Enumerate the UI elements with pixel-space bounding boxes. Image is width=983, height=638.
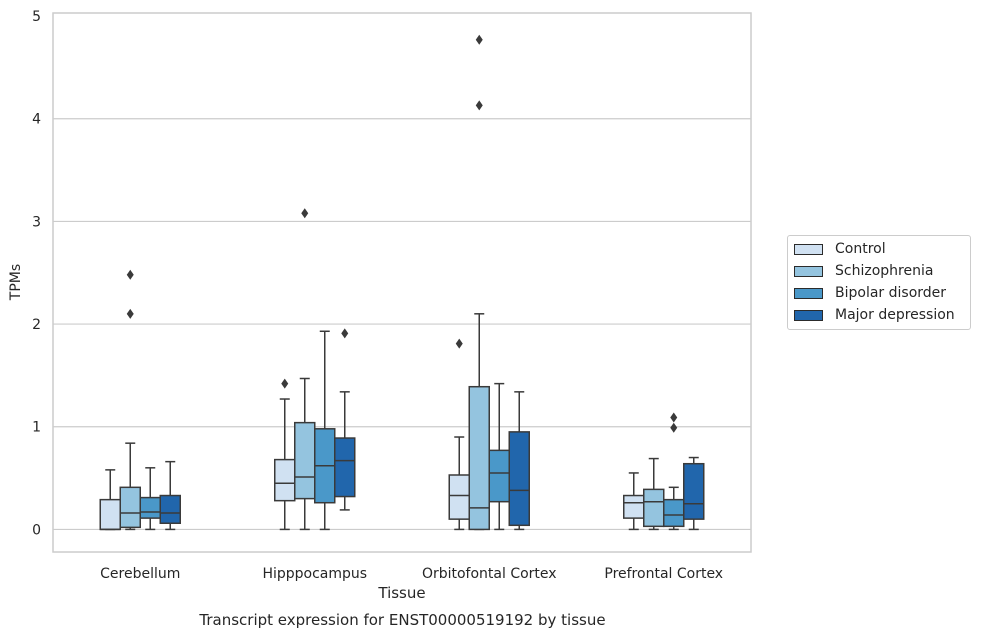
plot-area	[52, 12, 752, 553]
outlier-point	[455, 338, 463, 349]
box-iqr	[488, 449, 510, 503]
x-tick-label: Orbitofontal Cortex	[422, 566, 557, 582]
outlier-point	[301, 208, 309, 219]
legend-swatch-schizophrenia	[794, 265, 823, 277]
legend: Control Schizophrenia Bipolar disorder M…	[787, 235, 971, 330]
y-tick-label: 3	[32, 214, 41, 230]
box-iqr	[663, 498, 685, 528]
x-axis-label: Tissue	[377, 584, 425, 602]
box-schizophrenia	[468, 34, 490, 531]
legend-swatch-major-depression	[794, 309, 823, 321]
legend-item-control: Control	[794, 240, 886, 258]
box-iqr	[683, 462, 705, 520]
box-control	[448, 338, 470, 531]
y-tick-label: 2	[32, 317, 41, 333]
x-tick-label: Hipppocampus	[262, 566, 367, 582]
box-iqr	[623, 494, 645, 519]
legend-swatch-bipolar-disorder	[794, 287, 823, 299]
outlier-point	[670, 412, 678, 423]
outlier-point	[475, 34, 483, 45]
box-control	[274, 378, 296, 531]
legend-label-schizophrenia: Schizophrenia	[835, 263, 934, 279]
outlier-point	[670, 422, 678, 433]
box-major-depression	[159, 460, 181, 531]
box-major-depression	[508, 391, 530, 531]
legend-item-schizophrenia: Schizophrenia	[794, 262, 933, 280]
box-iqr	[294, 421, 316, 500]
box-iqr	[643, 488, 665, 528]
legend-label-control: Control	[835, 241, 886, 257]
outlier-point	[341, 328, 349, 339]
legend-label-bipolar-disorder: Bipolar disorder	[835, 285, 947, 301]
y-tick-label: 1	[32, 420, 41, 436]
box-schizophrenia	[119, 269, 141, 531]
box-iqr	[159, 494, 181, 525]
box-control	[623, 472, 645, 531]
box-control	[99, 469, 121, 531]
box-bipolar-disorder	[139, 467, 161, 531]
box-iqr	[274, 458, 296, 502]
outlier-point	[281, 378, 289, 389]
legend-item-major-depression: Major depression	[794, 306, 955, 324]
y-axis-label: TPMs	[8, 264, 24, 301]
figure-caption: Transcript expression for ENST0000051919…	[199, 611, 606, 629]
x-tick-label: Prefrontal Cortex	[604, 566, 723, 582]
box-iqr	[334, 437, 356, 498]
outlier-point	[126, 308, 134, 319]
legend-label-major-depression: Major depression	[835, 307, 955, 323]
box-iqr	[448, 474, 470, 520]
box-bipolar-disorder	[488, 382, 510, 531]
box-bipolar-disorder	[663, 412, 685, 531]
box-major-depression	[334, 328, 356, 511]
box-iqr	[99, 498, 121, 531]
box-iqr	[508, 431, 530, 527]
outlier-point	[126, 269, 134, 280]
box-iqr	[119, 486, 141, 529]
y-tick-label: 0	[32, 522, 41, 538]
x-tick-label: Cerebellum	[100, 566, 180, 582]
y-tick-label: 5	[32, 9, 41, 25]
legend-item-bipolar-disorder: Bipolar disorder	[794, 284, 946, 302]
outlier-point	[475, 100, 483, 111]
box-major-depression	[683, 456, 705, 531]
box-iqr	[139, 496, 161, 519]
y-tick-label: 4	[32, 112, 41, 128]
legend-swatch-control	[794, 243, 823, 255]
box-bipolar-disorder	[314, 330, 336, 531]
